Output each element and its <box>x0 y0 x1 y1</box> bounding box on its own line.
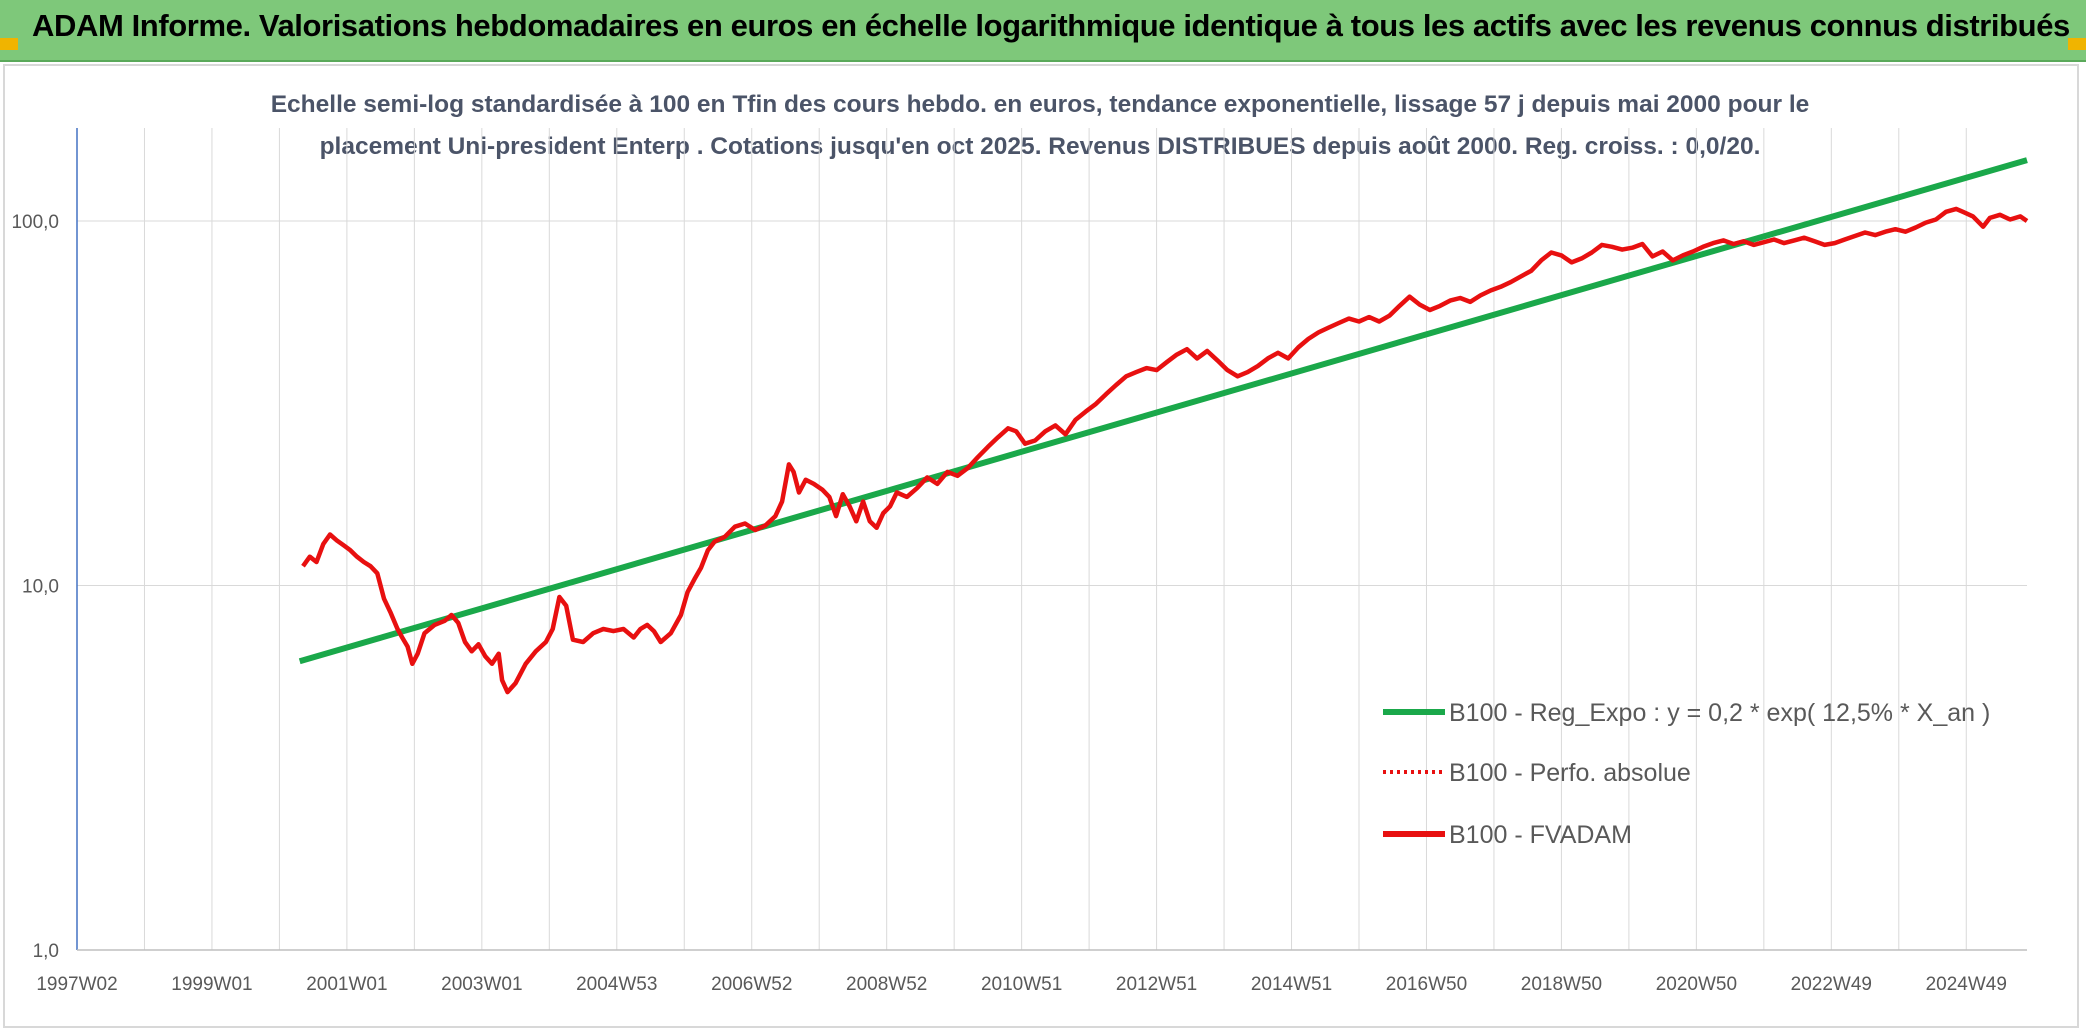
x-tick-label: 2020W50 <box>1656 974 1737 995</box>
legend-label: B100 - Reg_Expo : y = 0,2 * exp( 12,5% *… <box>1449 699 1990 727</box>
y-tick-label: 10,0 <box>22 577 59 598</box>
x-tick-label: 2008W52 <box>846 974 927 995</box>
x-tick-labels: 1997W02 1999W01 2001W01 2003W01 2004W53 2006W… <box>36 974 2007 995</box>
price-line <box>301 206 2029 695</box>
grid-lines <box>77 128 2027 951</box>
x-tick-label: 1997W02 <box>36 974 117 995</box>
x-tick-label: 2012W51 <box>1116 974 1197 995</box>
chart-title-line-1: Echelle semi-log standardisée à 100 en T… <box>270 91 1810 118</box>
x-tick-label: 2001W01 <box>306 974 387 995</box>
chart-title-line-2: placement Uni-president Enterp . Cotatio… <box>319 133 1761 160</box>
x-tick-label: 2004W53 <box>576 974 657 995</box>
series-lines <box>298 157 2029 695</box>
y-tick-label: 1,0 <box>33 941 59 962</box>
legend-label: B100 - FVADAM <box>1449 821 1632 849</box>
x-tick-label: 2022W49 <box>1791 974 1872 995</box>
report-title: ADAM Informe. Valorisations hebdomadaire… <box>32 8 2070 43</box>
legend: B100 - Reg_Expo : y = 0,2 * exp( 12,5% *… <box>1383 699 1990 849</box>
x-tick-label: 2010W51 <box>981 974 1062 995</box>
x-tick-label: 2018W50 <box>1521 974 1602 995</box>
y-tick-label: 100,0 <box>11 212 59 233</box>
header-banner: ADAM Informe. Valorisations hebdomadaire… <box>0 0 2086 62</box>
x-tick-label: 2003W01 <box>441 974 522 995</box>
trend-line <box>298 157 2028 665</box>
corner-marker-right <box>2068 38 2086 50</box>
x-tick-label: 2014W51 <box>1251 974 1332 995</box>
x-tick-label: 2024W49 <box>1926 974 2007 995</box>
chart-frame <box>3 64 2079 1028</box>
x-tick-label: 1999W01 <box>171 974 252 995</box>
corner-marker-left <box>0 38 18 50</box>
legend-label: B100 - Perfo. absolue <box>1449 759 1691 787</box>
x-tick-label: 2016W50 <box>1386 974 1467 995</box>
x-tick-label: 2006W52 <box>711 974 792 995</box>
y-tick-labels: 1,0 10,0 100,0 <box>11 212 59 962</box>
axes <box>76 128 2027 951</box>
